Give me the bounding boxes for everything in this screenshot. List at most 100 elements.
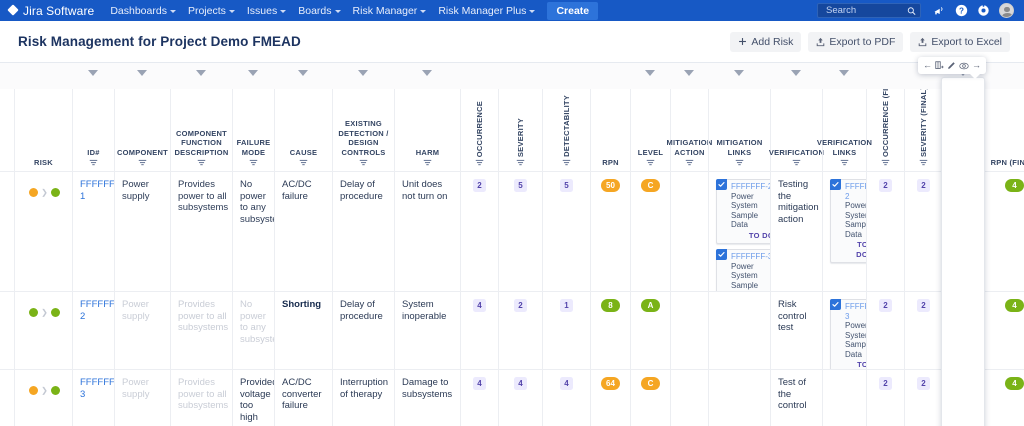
cell-occurrence[interactable]: 4 xyxy=(460,292,498,369)
filter-icon[interactable] xyxy=(197,159,206,167)
filter-icon[interactable] xyxy=(475,159,484,167)
sort-arrow-cause[interactable] xyxy=(298,70,308,76)
cell-id[interactable]: FFFFFFF-2 xyxy=(72,292,114,369)
cell-level[interactable]: A xyxy=(630,292,670,369)
cell-rpn_final[interactable]: 4 xyxy=(984,292,1024,369)
column-header-component_function[interactable]: COMPONENT FUNCTION DESCRIPTION xyxy=(170,89,232,171)
cell-component_function[interactable]: Provides power to all subsystems xyxy=(170,172,232,291)
cell-cause[interactable]: AC/DC converter failure xyxy=(274,370,332,426)
cell-cause[interactable]: AC/DC failure xyxy=(274,172,332,291)
checkbox-checked-icon[interactable] xyxy=(830,299,841,310)
sort-arrow-failure_mode[interactable] xyxy=(248,70,258,76)
cell-failure_mode[interactable]: No power to any subsystem xyxy=(232,172,274,291)
cell-severity_final[interactable]: 2 xyxy=(904,292,942,369)
notifications-icon[interactable] xyxy=(929,1,949,21)
cell-mitigation_action[interactable] xyxy=(670,172,708,291)
cell-existing_controls[interactable]: Delay of procedure xyxy=(332,172,394,291)
cell-level[interactable]: C xyxy=(630,172,670,291)
cell-verification_links[interactable] xyxy=(822,370,866,426)
cell-severity[interactable]: 5 xyxy=(498,172,542,291)
filter-icon[interactable] xyxy=(423,159,432,167)
nav-item-risk-manager-plus[interactable]: Risk Manager Plus xyxy=(432,0,541,21)
cell-risk[interactable]: ❯ xyxy=(14,370,72,426)
search-icon[interactable] xyxy=(907,6,916,16)
cell-severity[interactable]: 2 xyxy=(498,292,542,369)
cell-verification[interactable]: Testing the mitigation action xyxy=(770,172,822,291)
column-header-occurrence_final[interactable]: OCCURRENCE (FINAL) xyxy=(866,89,904,171)
nav-item-issues[interactable]: Issues xyxy=(241,0,292,21)
cell-harm[interactable]: System inoperable xyxy=(394,292,460,369)
cell-detectability[interactable]: 1 xyxy=(542,292,590,369)
cell-failure_mode[interactable]: Provided voltage too high xyxy=(232,370,274,426)
cell-verification[interactable]: Test of the control xyxy=(770,370,822,426)
nav-item-boards[interactable]: Boards xyxy=(292,0,346,21)
cell-occurrence_final[interactable]: 2 xyxy=(866,370,904,426)
sort-arrow-harm[interactable] xyxy=(422,70,432,76)
column-header-verification_links[interactable]: VERIFICATION LINKS xyxy=(817,89,872,171)
column-header-component[interactable]: COMPONENT xyxy=(114,89,170,171)
sort-arrow-verification_links[interactable] xyxy=(839,70,849,76)
filter-icon[interactable] xyxy=(840,159,849,167)
column-header-harm[interactable]: HARM xyxy=(394,89,460,171)
arrow-left-icon[interactable]: ← xyxy=(923,60,932,70)
checkbox-checked-icon[interactable] xyxy=(830,179,841,190)
cell-rpn[interactable]: 64 xyxy=(590,370,630,426)
column-header-severity[interactable]: SEVERITY xyxy=(498,89,542,171)
column-header-risk[interactable]: RISK xyxy=(14,89,72,171)
cell-harm[interactable]: Damage to subsystems xyxy=(394,370,460,426)
cell-detectability[interactable]: 5 xyxy=(542,172,590,291)
cell-failure_mode[interactable]: No power to any subsystem xyxy=(232,292,274,369)
cell-detectability_final[interactable]: 1 xyxy=(942,292,984,369)
issue-key[interactable]: FFFFFFF-3 xyxy=(845,302,866,321)
filter-icon[interactable] xyxy=(881,159,890,167)
cell-verification[interactable]: Risk control test xyxy=(770,292,822,369)
sort-arrow-mitigation_links[interactable] xyxy=(734,70,744,76)
create-button[interactable]: Create xyxy=(547,1,599,20)
checkbox-checked-icon[interactable] xyxy=(716,249,727,260)
cell-detectability[interactable]: 4 xyxy=(542,370,590,426)
add-risk-button[interactable]: Add Risk xyxy=(730,31,802,52)
cell-occurrence[interactable]: 4 xyxy=(460,370,498,426)
cell-component[interactable]: Power supply xyxy=(114,172,170,291)
filter-icon[interactable] xyxy=(359,159,368,167)
user-avatar[interactable] xyxy=(999,3,1014,18)
cell-existing_controls[interactable]: Interruption of therapy xyxy=(332,370,394,426)
column-header-cause[interactable]: CAUSE xyxy=(274,89,332,171)
cell-detectability_final[interactable]: 1 xyxy=(942,370,984,426)
checkbox-checked-icon[interactable] xyxy=(716,179,727,190)
filter-icon[interactable] xyxy=(919,159,928,167)
cell-detectability_final[interactable]: 1 xyxy=(942,172,984,291)
issue-key[interactable]: FFFFFFF-3 xyxy=(731,252,770,261)
cell-component[interactable]: Power supply xyxy=(114,370,170,426)
filter-icon[interactable] xyxy=(792,159,801,167)
cell-id[interactable]: FFFFFFF-1 xyxy=(72,172,114,291)
search-box[interactable] xyxy=(817,3,921,18)
cell-cause[interactable]: Shorting xyxy=(274,292,332,369)
column-header-id[interactable]: ID# xyxy=(72,89,114,171)
nav-item-projects[interactable]: Projects xyxy=(182,0,241,21)
cell-rpn[interactable]: 8 xyxy=(590,292,630,369)
filter-icon[interactable] xyxy=(138,159,147,167)
column-header-verification[interactable]: VERIFICATION xyxy=(769,89,824,171)
filter-icon[interactable] xyxy=(959,159,968,167)
cell-component_function[interactable]: Provides power to all subsystems xyxy=(170,292,232,369)
filter-icon[interactable] xyxy=(249,159,258,167)
filter-icon[interactable] xyxy=(299,159,308,167)
column-header-detectability[interactable]: DETECTABILITY xyxy=(542,89,590,171)
help-icon[interactable]: ? xyxy=(951,1,971,21)
sort-arrow-component_function[interactable] xyxy=(196,70,206,76)
cell-component[interactable]: Power supply xyxy=(114,292,170,369)
filter-icon[interactable] xyxy=(685,159,694,167)
sort-arrow-level[interactable] xyxy=(645,70,655,76)
issue-key-link[interactable]: FFFFFFF-3 xyxy=(80,377,114,400)
cell-rpn_final[interactable]: 4 xyxy=(984,370,1024,426)
cell-occurrence[interactable]: 2 xyxy=(460,172,498,291)
cell-mitigation_action[interactable] xyxy=(670,292,708,369)
cell-occurrence_final[interactable]: 2 xyxy=(866,172,904,291)
export-to-pdf-button[interactable]: Export to PDF xyxy=(808,31,904,52)
